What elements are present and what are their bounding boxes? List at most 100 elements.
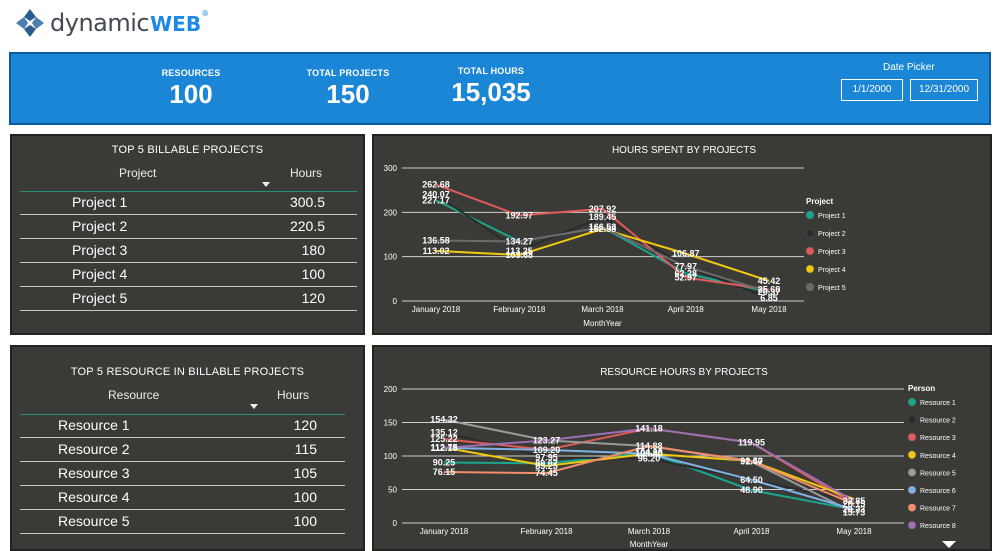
legend-label: Resource 1 bbox=[920, 400, 956, 407]
x-tick-label: May 2018 bbox=[751, 305, 787, 314]
data-label: 113.25 bbox=[506, 246, 533, 256]
sort-caret-icon[interactable] bbox=[262, 182, 270, 187]
kpi-value: 15,035 bbox=[451, 77, 531, 107]
legend-marker bbox=[907, 397, 917, 407]
legend-label: Resource 6 bbox=[920, 488, 956, 495]
table-row[interactable]: Resource 2 115 bbox=[20, 438, 345, 462]
kpi-total-hours: TOTAL HOURS 15,035 bbox=[431, 66, 551, 108]
data-label: 125.22 bbox=[430, 434, 458, 444]
table-row[interactable]: Resource 1 120 bbox=[20, 414, 345, 438]
x-tick-label: February 2018 bbox=[493, 305, 546, 314]
project-name: Project 5 bbox=[72, 290, 128, 306]
legend-marker bbox=[805, 282, 815, 292]
table-row[interactable]: Resource 5 100 bbox=[20, 510, 345, 534]
table-row[interactable]: Project 4 100 bbox=[20, 263, 357, 287]
date-start-input[interactable]: 1/1/2000 bbox=[841, 79, 903, 101]
data-label: 62.28 bbox=[674, 268, 697, 278]
data-label: 112.75 bbox=[430, 442, 457, 452]
table-row[interactable]: Project 3 180 bbox=[20, 239, 357, 263]
table-row[interactable]: Project 5 120 bbox=[20, 287, 357, 311]
hours-by-projects-chart: HOURS SPENT BY PROJECTS 0 100 200 300 January… bbox=[384, 145, 846, 328]
data-label: 48.90 bbox=[740, 485, 763, 495]
data-label: 109.20 bbox=[533, 445, 561, 455]
data-label: 113.02 bbox=[422, 246, 449, 256]
data-label: 192.97 bbox=[505, 210, 533, 220]
logo-text: dynamicWEB® bbox=[50, 9, 209, 37]
panel-title: TOP 5 RESOURCE IN BILLABLE PROJECTS bbox=[70, 366, 305, 378]
data-label: 90.25 bbox=[433, 458, 456, 468]
data-label: 103.68 bbox=[505, 250, 533, 260]
chart-title: HOURS SPENT BY PROJECTS bbox=[612, 145, 756, 156]
legend-label: Resource 5 bbox=[920, 470, 956, 477]
legend-marker bbox=[907, 432, 917, 442]
legend-marker bbox=[907, 485, 917, 495]
table-row[interactable]: Project 2 220.5 bbox=[20, 215, 357, 239]
project-hours: 180 bbox=[301, 242, 325, 258]
column-header-resource[interactable]: Resource bbox=[108, 388, 160, 402]
data-label: 92.50 bbox=[740, 456, 763, 466]
legend-label: Resource 8 bbox=[920, 523, 956, 530]
kpi-bar: RESOURCES 100 TOTAL PROJECTS 150 TOTAL H… bbox=[9, 52, 991, 125]
top-resources-panel: TOP 5 RESOURCE IN BILLABLE PROJECTS Reso… bbox=[10, 345, 365, 551]
resource-hours-panel: RESOURCE HOURS BY PROJECTS 0 50 100 150 200 Ja… bbox=[372, 345, 992, 551]
y-tick-label: 0 bbox=[393, 519, 398, 528]
series-line bbox=[435, 226, 770, 293]
y-tick-label: 100 bbox=[384, 253, 398, 262]
legend-label: Project 5 bbox=[818, 285, 846, 292]
header-rule bbox=[20, 414, 345, 415]
data-label: 45.42 bbox=[758, 276, 781, 286]
legend-marker bbox=[805, 246, 815, 256]
data-label: 85.25 bbox=[535, 461, 558, 471]
x-tick-label: March 2018 bbox=[628, 527, 671, 536]
series-line bbox=[443, 451, 855, 511]
data-label: 189.45 bbox=[589, 212, 617, 222]
data-label: 96.20 bbox=[638, 454, 661, 464]
project-name: Project 2 bbox=[72, 218, 128, 234]
header-rule bbox=[20, 191, 357, 192]
resource-name: Resource 5 bbox=[58, 513, 130, 529]
sort-caret-icon[interactable] bbox=[250, 404, 258, 409]
resource-name: Resource 3 bbox=[58, 465, 130, 481]
data-label: 97.95 bbox=[535, 452, 558, 462]
resource-hours-chart: RESOURCE HOURS BY PROJECTS 0 50 100 150 200 Ja… bbox=[384, 367, 956, 549]
project-name: Project 4 bbox=[72, 266, 128, 282]
legend-label: Resource 2 bbox=[920, 418, 956, 425]
date-end-input[interactable]: 12/31/2000 bbox=[910, 79, 978, 101]
table-row[interactable]: Resource 3 105 bbox=[20, 462, 345, 486]
y-tick-label: 300 bbox=[384, 164, 398, 173]
column-header-hours[interactable]: Hours bbox=[290, 166, 323, 180]
panel-title: TOP 5 BILLABLE PROJECTS bbox=[111, 144, 264, 156]
legend-marker bbox=[805, 210, 815, 220]
data-label: 89.07 bbox=[535, 458, 558, 468]
legend-marker bbox=[805, 228, 815, 238]
series-line bbox=[435, 227, 770, 282]
data-label: 119.95 bbox=[738, 438, 765, 448]
data-label: 103.40 bbox=[635, 449, 663, 459]
dynamicweb-logo[interactable]: dynamicWEB® bbox=[14, 8, 209, 38]
series-line bbox=[443, 446, 855, 511]
dynamicweb-logo-icon bbox=[16, 9, 44, 37]
kpi-value: 150 bbox=[326, 79, 370, 109]
data-label: 134.27 bbox=[505, 236, 533, 246]
y-tick-label: 100 bbox=[384, 452, 398, 461]
resource-hours: 120 bbox=[293, 417, 317, 433]
series-line bbox=[443, 445, 855, 506]
top-projects-panel: TOP 5 BILLABLE PROJECTS Project Hours Pr… bbox=[10, 134, 365, 335]
resource-name: Resource 1 bbox=[58, 417, 130, 433]
scroll-down-icon[interactable] bbox=[942, 541, 956, 549]
project-hours: 220.5 bbox=[289, 218, 325, 234]
table-row[interactable]: Resource 4 100 bbox=[20, 486, 345, 510]
table-row[interactable]: Project 1 300.5 bbox=[20, 191, 357, 215]
column-header-hours[interactable]: Hours bbox=[277, 388, 310, 402]
column-header-project[interactable]: Project bbox=[119, 166, 157, 180]
series-line bbox=[435, 193, 770, 299]
x-tick-label: April 2018 bbox=[733, 527, 770, 536]
data-label: 6.85 bbox=[760, 293, 778, 303]
date-picker-title: Date Picker bbox=[883, 62, 935, 73]
legend-title: Person bbox=[908, 384, 935, 393]
x-tick-label: January 2018 bbox=[420, 527, 469, 536]
series-line bbox=[435, 183, 770, 291]
kpi-label: TOTAL PROJECTS bbox=[306, 68, 390, 78]
resource-hours: 105 bbox=[293, 465, 317, 481]
